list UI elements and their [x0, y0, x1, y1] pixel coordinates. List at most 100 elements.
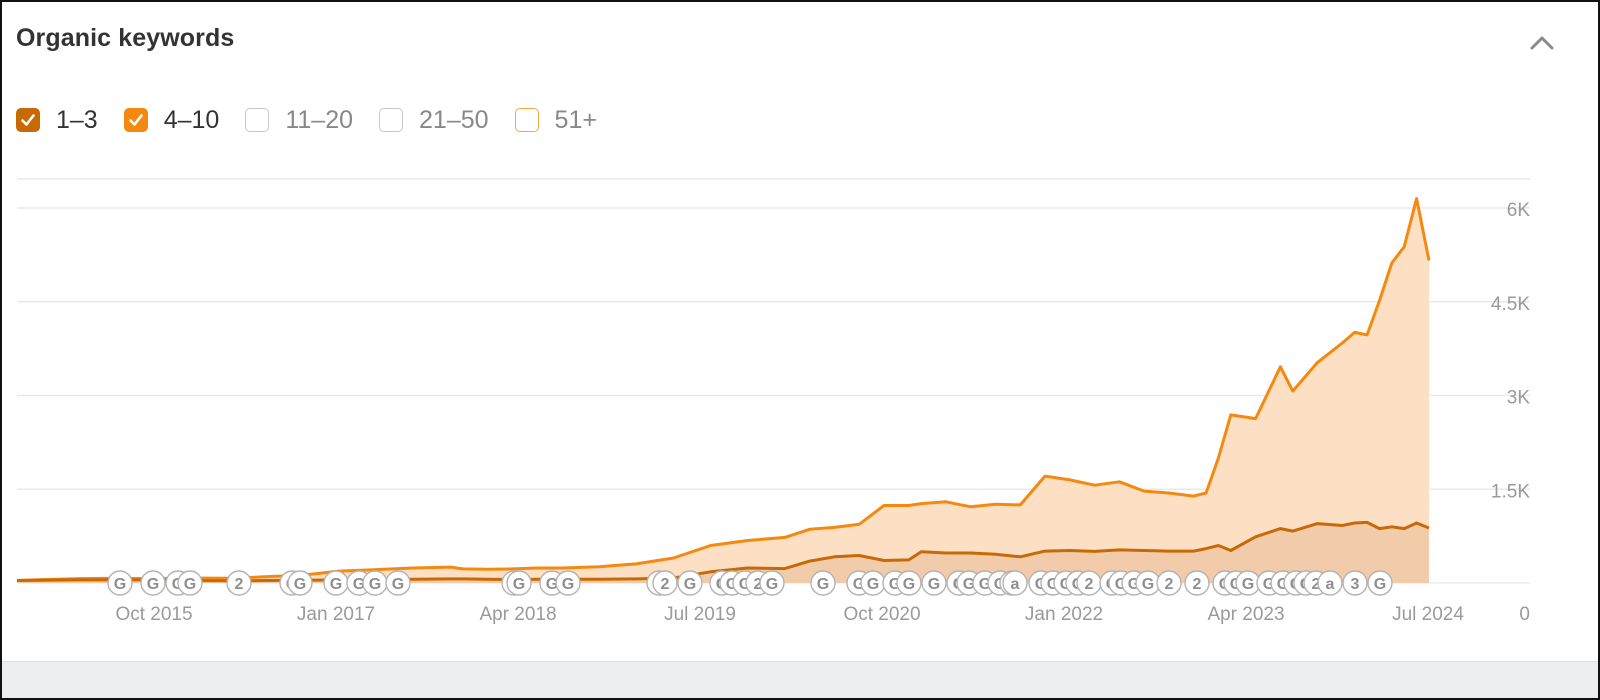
filter-5[interactable]: 51+	[514, 105, 597, 135]
filter-checkbox[interactable]	[514, 108, 539, 132]
filter-4[interactable]: 21–50	[379, 106, 489, 135]
filter-label: 1–3	[56, 105, 98, 134]
check-icon	[21, 114, 35, 126]
x-tick-label: Jan 2017	[297, 604, 375, 625]
card-title: Organic keywords	[16, 24, 235, 52]
annotation-circle	[1184, 570, 1210, 596]
annotation-marker[interactable]: G	[921, 570, 947, 596]
annotation-circle	[555, 570, 581, 596]
filter-3[interactable]: 11–20	[245, 106, 353, 135]
annotation-marker[interactable]: G	[107, 570, 133, 596]
annotation-marker[interactable]: 2	[652, 570, 678, 596]
annotation-circle	[1002, 570, 1028, 596]
filter-label: 11–20	[285, 105, 354, 134]
annotation-label: G	[392, 576, 404, 593]
annotation-label: G	[369, 576, 381, 593]
chevron-up-icon	[1530, 36, 1554, 50]
annotation-marker[interactable]: 2	[226, 570, 252, 596]
annotation-label: G	[817, 576, 829, 593]
organic-keywords-chart: 0 1.5K 3K 4.5K 6K Oct 2015 Jan 2017 Apr 2018 Jul…	[16, 178, 1531, 625]
annotation-circle	[1156, 570, 1182, 596]
x-tick-label: Jul 2024	[1392, 604, 1464, 625]
annotation-marker[interactable]: G	[860, 570, 886, 596]
filter-checkbox[interactable]	[16, 108, 40, 132]
annotation-label: 2	[661, 576, 670, 593]
annotation-marker[interactable]: G	[896, 570, 922, 596]
annotation-marker[interactable]: G	[677, 570, 703, 596]
filter-2[interactable]: 4–10	[123, 105, 220, 135]
annotation-label: G	[903, 576, 915, 593]
annotation-label: G	[1142, 576, 1154, 593]
annotation-marker[interactable]: G	[759, 570, 785, 596]
filter-label: 21–50	[419, 105, 489, 134]
area-1-3	[17, 522, 1429, 583]
annotation-label: G	[114, 576, 126, 593]
annotation-circle	[107, 570, 133, 596]
annotation-label: 2	[754, 576, 763, 593]
y-tick-label: 6K	[1507, 200, 1531, 221]
annotation-marker[interactable]: a	[1002, 570, 1028, 596]
annotation-circle	[921, 570, 947, 596]
annotation-circle	[506, 570, 532, 596]
annotation-label: 2	[235, 576, 244, 593]
annotation-label: G	[353, 576, 365, 593]
annotation-marker[interactable]: G	[385, 570, 411, 596]
annotation-circle	[140, 570, 166, 596]
annotation-label: G	[184, 576, 196, 593]
annotation-label: 2	[1193, 576, 1202, 593]
annotation-label: G	[513, 576, 525, 593]
annotation-circle	[1342, 570, 1368, 596]
annotation-marker[interactable]: G	[362, 570, 388, 596]
annotation-label: G	[546, 576, 558, 593]
annotation-label: G	[963, 576, 975, 593]
filter-checkbox[interactable]	[123, 108, 148, 132]
annotation-circle	[810, 570, 836, 596]
annotation-marker[interactable]: G	[810, 570, 836, 596]
annotation-marker[interactable]: G	[287, 570, 313, 596]
annotation-marker[interactable]: G	[506, 570, 532, 596]
annotation-label: a	[1326, 576, 1335, 593]
annotation-circle	[652, 570, 678, 596]
annotation-marker[interactable]: G	[1135, 570, 1161, 596]
annotation-marker[interactable]: G	[140, 570, 166, 596]
annotation-label: G	[684, 576, 696, 593]
annotation-marker[interactable]: 2	[1156, 570, 1182, 596]
x-tick-label: Oct 2015	[115, 604, 192, 625]
filter-1[interactable]: 1–3	[16, 106, 98, 135]
series-line-4-10	[16, 197, 1431, 582]
annotation-circle	[287, 570, 313, 596]
annotation-marker[interactable]: G	[323, 570, 349, 596]
annotation-marker[interactable]: 3	[1342, 570, 1368, 596]
annotation-marker[interactable]: G	[555, 570, 581, 596]
annotation-circle	[759, 570, 785, 596]
annotation-marker[interactable]: G	[177, 570, 203, 596]
annotation-circle	[177, 570, 203, 596]
annotation-label: G	[928, 576, 940, 593]
annotation-label: G	[294, 576, 306, 593]
annotation-circle	[677, 570, 703, 596]
annotation-label: 3	[1351, 576, 1360, 593]
filter-checkbox[interactable]	[379, 108, 404, 132]
filter-checkbox[interactable]	[245, 108, 270, 132]
x-tick-label: Apr 2018	[479, 604, 556, 625]
filter-label: 4–10	[163, 105, 220, 134]
annotation-label: G	[867, 576, 879, 593]
y-tick-label: 0	[1519, 604, 1530, 625]
position-filters: 1–3 4–10 11–20 21–50 51+	[16, 104, 623, 136]
annotation-marker[interactable]: a	[1317, 570, 1343, 596]
annotation-label: 2	[1165, 576, 1174, 593]
y-tick-label: 3K	[1507, 388, 1531, 409]
filter-label: 51+	[554, 105, 597, 134]
annotation-label: G	[147, 576, 159, 593]
x-tick-label: Oct 2020	[843, 604, 920, 625]
area-4-10	[17, 198, 1429, 581]
annotation-label: G	[562, 576, 574, 593]
annotation-label: G	[766, 576, 778, 593]
annotation-label: 2	[1312, 576, 1321, 593]
annotation-marker[interactable]: 2	[1076, 570, 1102, 596]
annotation-marker[interactable]: 2	[1184, 570, 1210, 596]
annotation-label: G	[330, 576, 342, 593]
collapse-button[interactable]	[1526, 28, 1558, 60]
annotation-label: 2	[1085, 576, 1094, 593]
annotation-marker[interactable]: G	[1367, 570, 1393, 596]
